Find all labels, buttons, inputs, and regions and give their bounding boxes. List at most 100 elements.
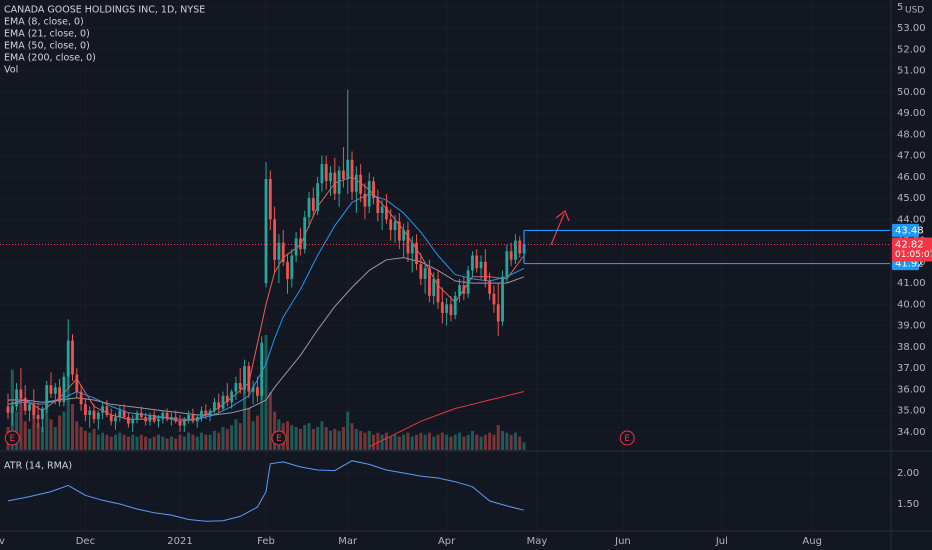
volume-bar — [337, 430, 341, 450]
volume-bar — [165, 438, 169, 450]
volume-bar — [380, 434, 384, 450]
volume-bar — [410, 436, 414, 450]
volume-bar — [225, 428, 229, 450]
candle-body — [372, 181, 375, 199]
candle-body — [329, 172, 332, 182]
candle-body — [221, 395, 225, 409]
y-tick-label: 46.00 — [897, 172, 926, 183]
volume-bar — [71, 404, 75, 450]
candle-body — [273, 219, 277, 260]
candle-body — [415, 242, 418, 265]
y-tick-label: 37.00 — [897, 363, 926, 374]
volume-bar — [492, 434, 496, 450]
volume-bar — [178, 434, 182, 450]
volume-bar — [397, 436, 401, 450]
candle-body — [299, 238, 302, 250]
candle-body — [28, 404, 31, 411]
candle-body — [483, 261, 487, 282]
candle-body — [182, 419, 186, 426]
x-tick-label: Dec — [76, 536, 95, 547]
volume-bar — [118, 432, 122, 450]
candle-body — [204, 410, 208, 415]
candle-body — [518, 240, 522, 254]
x-tick-label: Mar — [338, 536, 358, 547]
candle-body — [88, 410, 92, 415]
volume-bar — [505, 432, 509, 450]
y-tick-label: 38.00 — [897, 342, 926, 353]
volume-bar — [341, 427, 345, 450]
candle-body — [79, 391, 83, 405]
earnings-marker — [271, 430, 287, 446]
candle-body — [152, 414, 156, 422]
volume-bar — [58, 415, 62, 450]
candle-body — [165, 412, 169, 420]
candle-body — [75, 374, 79, 392]
volume-bar — [92, 428, 96, 450]
volume-bar — [109, 436, 113, 450]
legend-entry: Vol — [4, 65, 18, 76]
volume-bar — [200, 432, 204, 450]
volume-bar — [114, 434, 118, 450]
atr-legend: ATR (14, RMA) — [4, 461, 72, 472]
candle-body — [496, 304, 500, 322]
volume-bar — [88, 432, 92, 450]
volume-bar — [470, 430, 474, 450]
volume-bar — [15, 411, 19, 450]
candle-body — [458, 285, 461, 296]
y-tick-label: 41.00 — [897, 278, 926, 289]
volume-bar — [501, 430, 505, 450]
candle-body — [187, 414, 191, 420]
volume-bar — [475, 434, 479, 450]
volume-bar — [294, 427, 298, 450]
y-tick-label: 51.00 — [897, 66, 926, 77]
volume-bar — [66, 361, 70, 450]
candle-body — [397, 221, 401, 241]
candle-body — [58, 387, 62, 403]
candle-body — [217, 402, 221, 409]
x-tick-label: Jul — [715, 536, 728, 547]
y-tick-label: 35.00 — [897, 406, 926, 417]
candle-body — [174, 417, 178, 422]
candle-body — [436, 278, 440, 303]
candle-body — [114, 417, 117, 422]
indicator-layer — [7, 176, 525, 448]
volume-bar — [488, 432, 492, 450]
candle-body — [19, 389, 23, 398]
candle-body — [324, 164, 328, 182]
volume-bar — [260, 384, 264, 450]
candle-body — [346, 159, 350, 179]
candle-body — [71, 340, 74, 375]
volume-bar — [268, 392, 272, 450]
legend-entry: EMA (8, close, 0) — [4, 17, 84, 28]
volume-bar — [152, 436, 156, 450]
volume-bar — [393, 434, 397, 450]
volume-bar — [359, 430, 363, 450]
earnings-label: E — [624, 434, 630, 444]
candle-body — [92, 410, 96, 420]
x-tick-label: 2021 — [167, 536, 192, 547]
x-tick-label: Nov — [0, 536, 5, 547]
volume-bar — [169, 436, 173, 450]
volume-bar — [372, 434, 376, 450]
candle-body — [376, 198, 380, 213]
y-tick-label: 53.00 — [897, 23, 926, 34]
volume-bar — [36, 423, 40, 450]
candle-body — [260, 342, 264, 396]
candle-body — [101, 406, 105, 413]
candle-body — [127, 417, 130, 424]
candle-body — [466, 270, 470, 294]
candle-body — [462, 285, 466, 294]
candle-layer — [6, 89, 526, 432]
volume-bar — [264, 335, 268, 450]
candle-body — [277, 242, 281, 260]
candle-body — [139, 412, 143, 418]
candle-body — [393, 221, 397, 230]
level-label: 43.48 — [895, 225, 924, 236]
x-tick-label: Aug — [802, 536, 822, 547]
candle-body — [170, 417, 173, 420]
candle-body — [479, 261, 483, 269]
volume-bar — [212, 430, 216, 450]
legend-entry: EMA (21, close, 0) — [4, 29, 90, 40]
countdown-label: 01:05:07 — [895, 250, 932, 260]
